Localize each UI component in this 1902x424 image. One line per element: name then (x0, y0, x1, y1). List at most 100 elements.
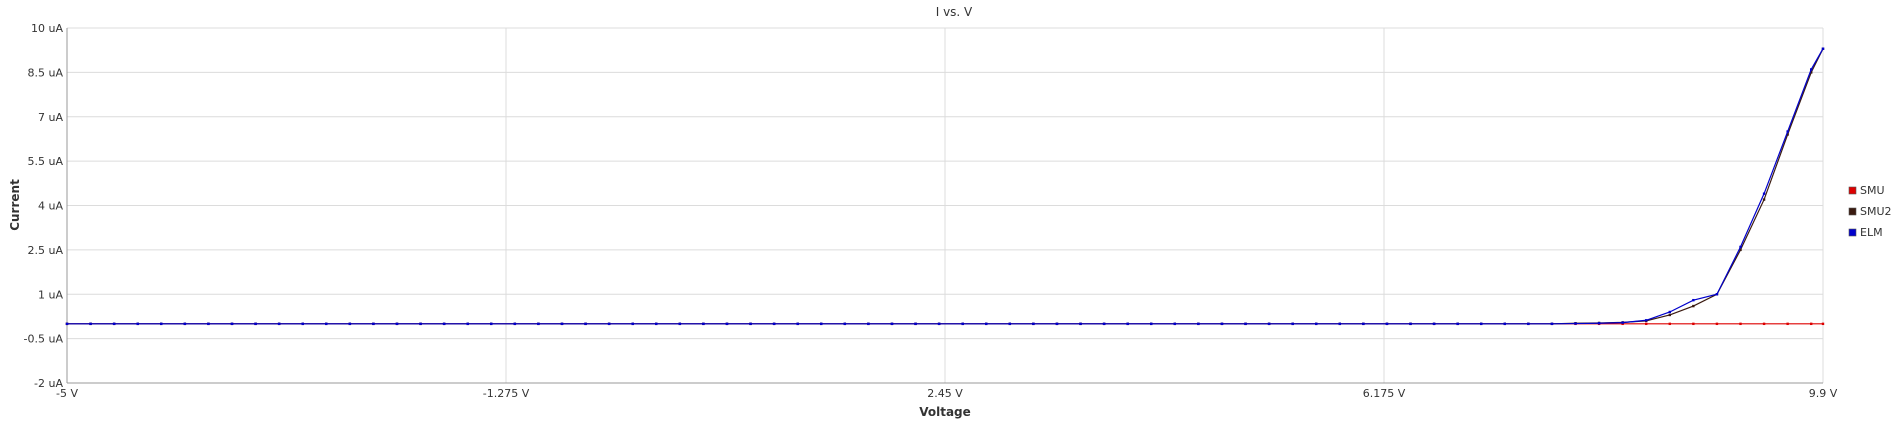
data-point (631, 322, 634, 326)
data-point (1385, 322, 1389, 326)
data-point (914, 322, 917, 326)
data-point (1503, 322, 1506, 326)
data-point (442, 322, 446, 326)
data-point (1762, 322, 1766, 326)
x-tick-label: 9.9 V (1809, 387, 1838, 400)
data-point (513, 322, 517, 326)
data-point (1480, 322, 1483, 326)
data-point (1739, 322, 1742, 326)
series-line (67, 48, 1824, 325)
data-point (1645, 319, 1648, 322)
data-point (136, 322, 139, 326)
y-tick-label: 8.5 uA (28, 66, 64, 79)
data-point (1668, 322, 1671, 326)
data-point (1409, 322, 1412, 326)
data-point (183, 322, 187, 326)
data-point (1597, 322, 1601, 325)
data-point (1126, 322, 1129, 326)
data-point (65, 322, 69, 326)
data-point (725, 322, 729, 326)
data-point (1220, 322, 1224, 326)
data-point (1739, 248, 1742, 252)
y-tick-label: 1 uA (38, 288, 63, 301)
data-point (1574, 322, 1577, 325)
data-point (301, 322, 304, 326)
data-point (1762, 192, 1766, 195)
data-point (655, 322, 658, 326)
data-point (1786, 133, 1789, 136)
data-point (1079, 322, 1082, 326)
data-point (867, 322, 870, 326)
legend-label: SMU2 (1860, 205, 1892, 218)
data-point (702, 322, 705, 326)
series-elm (65, 47, 1825, 326)
legend-item-smu: SMU (1848, 184, 1885, 197)
legend-swatch (1848, 207, 1857, 216)
x-tick-label: 2.45 V (927, 387, 963, 400)
legend-label: SMU (1860, 184, 1885, 197)
data-point (796, 322, 799, 326)
data-point (1645, 322, 1648, 326)
data-point (112, 322, 116, 326)
data-point (160, 322, 163, 326)
data-point (1267, 322, 1271, 326)
data-point (1762, 198, 1766, 201)
data-point (1032, 322, 1035, 326)
data-point (1150, 322, 1153, 326)
data-point (1432, 322, 1436, 326)
legend-label: ELM (1860, 226, 1883, 239)
data-point (1821, 47, 1825, 50)
data-point (1527, 322, 1530, 326)
data-point (843, 322, 847, 326)
data-point (1197, 322, 1200, 326)
data-point (772, 322, 776, 326)
data-point (1692, 304, 1695, 308)
legend-item-elm: ELM (1848, 226, 1883, 239)
data-point (490, 322, 493, 326)
data-point (1456, 322, 1459, 326)
y-tick-label: 10 uA (31, 22, 63, 35)
data-point (348, 322, 352, 326)
legend-item-smu2: SMU2 (1848, 205, 1892, 218)
data-point (1102, 322, 1106, 326)
data-point (419, 322, 422, 326)
y-tick-label: 7 uA (38, 111, 63, 124)
y-tick-label: -2 uA (34, 377, 63, 390)
data-point (1362, 322, 1365, 326)
x-tick-label: -1.275 V (483, 387, 530, 400)
data-point (1173, 322, 1177, 326)
data-point (607, 322, 611, 326)
data-point (1668, 313, 1671, 317)
data-point (395, 322, 399, 326)
data-point (890, 322, 894, 326)
legend-swatch (1848, 186, 1857, 195)
data-point (277, 322, 281, 326)
data-point (254, 322, 257, 326)
data-point (466, 322, 469, 326)
chart-title: I vs. V (936, 5, 973, 19)
data-point (1692, 322, 1695, 326)
data-point (1055, 322, 1059, 326)
data-point (584, 322, 587, 326)
x-tick-label: 6.175 V (1363, 387, 1406, 400)
y-tick-label: 5.5 uA (28, 155, 64, 168)
data-point (1244, 322, 1247, 326)
data-point (1315, 322, 1318, 326)
data-point (1338, 322, 1342, 326)
data-point (1668, 310, 1671, 314)
data-point (1291, 322, 1294, 326)
data-point (961, 322, 964, 326)
data-point (749, 322, 752, 326)
data-point (1715, 293, 1719, 296)
data-point (820, 322, 823, 326)
legend-swatch (1848, 228, 1857, 237)
data-point (1692, 298, 1695, 302)
data-point (89, 322, 92, 326)
data-point (1715, 322, 1719, 326)
data-point (537, 322, 540, 326)
data-point (1786, 130, 1789, 133)
data-point (937, 322, 941, 326)
data-point (678, 322, 682, 326)
data-point (372, 322, 375, 326)
